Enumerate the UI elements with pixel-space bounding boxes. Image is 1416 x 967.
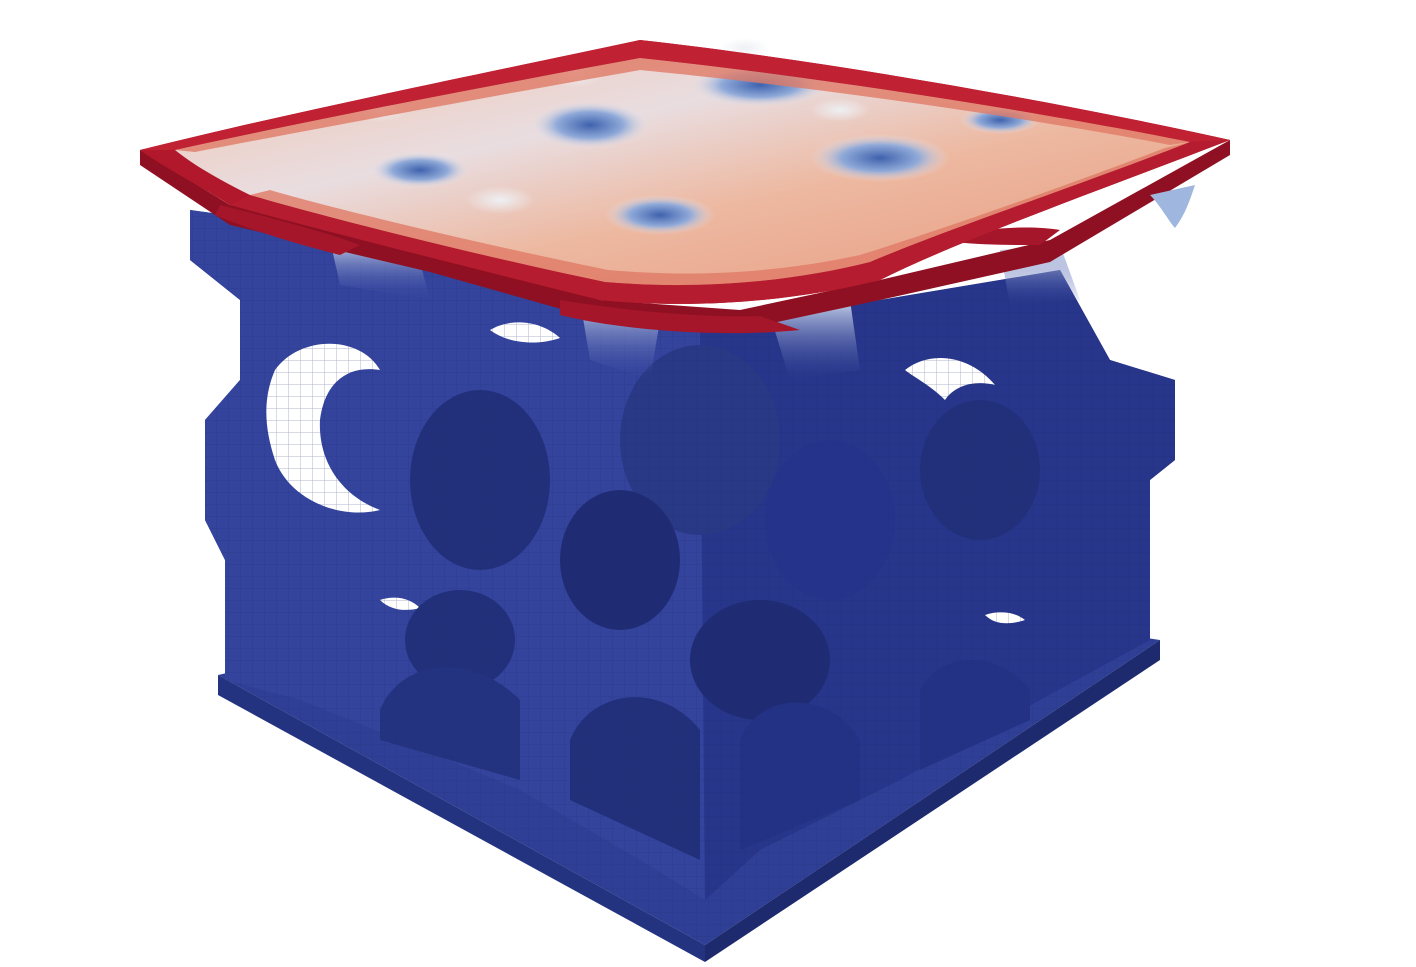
deformed-sheet	[140, 38, 1230, 334]
lattice-structure	[190, 210, 1175, 900]
